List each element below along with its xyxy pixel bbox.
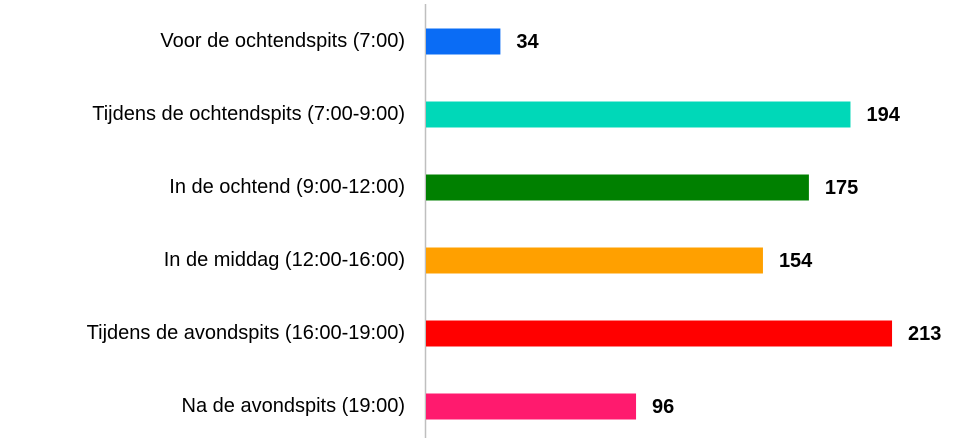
- category-label: In de ochtend (9:00-12:00): [169, 176, 405, 198]
- value-label: 213: [908, 323, 941, 345]
- category-label: In de middag (12:00-16:00): [164, 249, 405, 271]
- value-label: 34: [516, 31, 539, 53]
- value-label: 96: [652, 396, 674, 418]
- value-label: 194: [866, 104, 900, 126]
- bar: [426, 393, 637, 420]
- category-label: Tijdens de ochtendspits (7:00-9:00): [92, 103, 405, 125]
- bar: [426, 247, 763, 274]
- category-label: Tijdens de avondspits (16:00-19:00): [87, 322, 405, 344]
- bar: [426, 28, 501, 55]
- bar: [426, 320, 893, 347]
- value-label: 154: [779, 250, 813, 272]
- value-label: 175: [825, 177, 858, 199]
- category-label: Na de avondspits (19:00): [182, 395, 405, 417]
- bar: [426, 174, 809, 201]
- category-label: Voor de ochtendspits (7:00): [160, 30, 405, 52]
- bar: [426, 101, 851, 128]
